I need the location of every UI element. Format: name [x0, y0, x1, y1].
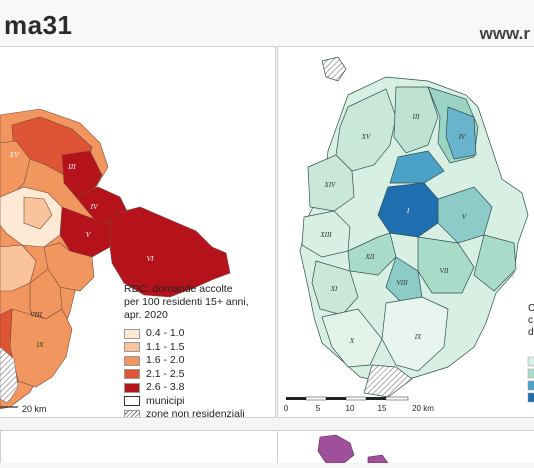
district-xiv [307, 154, 355, 212]
district-vi [473, 234, 517, 292]
district-ix [381, 296, 449, 372]
district-iv-dark [445, 106, 477, 160]
legend-swatch [124, 328, 140, 339]
right-map-panel: XV III IV XIV XIII I V VII XII XI VIII I… [277, 46, 534, 418]
purple-region [317, 434, 355, 464]
district-i [377, 182, 439, 238]
label-iii: III [412, 113, 421, 121]
brand-title: ma31 [4, 10, 73, 40]
label-iv: IV [89, 202, 98, 211]
site-url: www.r [479, 24, 530, 43]
legend-label: municipi [146, 394, 185, 407]
label-xv: XV [361, 133, 371, 141]
label-viii: VIII [30, 310, 43, 319]
label-iv: IV [458, 133, 466, 141]
label-vii: VII [440, 267, 450, 275]
legend-label: 1.1 - 1.5 [146, 340, 185, 353]
rdc-map: XV III IV V VI VIII IX [0, 108, 231, 410]
district-xv [0, 140, 31, 198]
label-xiii: XIII [319, 231, 332, 239]
legend-label: 1.6 - 2.0 [146, 354, 185, 367]
scale-tick: 10 [346, 404, 355, 413]
scale-tick: 0 [284, 404, 289, 413]
label-iii: III [67, 162, 76, 171]
label-vi: VI [146, 254, 154, 263]
legend-swatch [124, 342, 140, 353]
district-xv [335, 88, 397, 172]
legend-row: 2.1 - 2.5 [124, 367, 275, 382]
label-v: V [462, 213, 467, 221]
label-ix: IX [35, 340, 43, 349]
island-hatch [321, 56, 347, 82]
legend-row: 1.6 - 2.0 [124, 354, 275, 368]
legend-row: 2.6 - 3.8 [124, 381, 275, 395]
legend-swatch [124, 355, 140, 366]
label-i: I [406, 207, 410, 215]
scale-tick: 20 km [412, 404, 434, 413]
legend-swatch [124, 382, 140, 393]
legend-row-non-res: zone non residenziali [124, 408, 275, 418]
page-header: ma31 www.r [0, 0, 534, 46]
legend-swatch [124, 369, 140, 380]
teal-map: XV III IV XIV XIII I V VII XII XI VIII I… [284, 56, 534, 413]
label-v: V [86, 230, 92, 239]
non-residential-zone [0, 346, 19, 404]
legend-label: 0.4 - 1.0 [146, 327, 185, 340]
legend-row-municipi: municipi [124, 394, 275, 409]
bottom-right-map [317, 434, 389, 464]
legend-swatch-hatch [124, 409, 140, 417]
legend-label: 2.1 - 2.5 [146, 367, 185, 380]
label-xii: XII [365, 253, 376, 261]
legend-title-line: per 100 residenti 15+ anni, [124, 296, 249, 308]
scale-bar [286, 396, 409, 401]
legend-swatch-municipi [124, 396, 140, 407]
label-xi: XI [330, 285, 338, 293]
label-x: X [349, 337, 355, 345]
label-ix: IX [414, 333, 422, 341]
district-vi [109, 206, 231, 298]
legend-row: 0.4 - 1.0 [124, 327, 275, 341]
scale-tick: 5 [316, 404, 321, 413]
legend-fragment: d [528, 327, 534, 338]
district-ii [389, 150, 445, 184]
label-xv: XV [8, 150, 20, 159]
legend-fragment: c [528, 315, 533, 326]
legend-title-line: RDC: domande accolte [124, 283, 233, 295]
bottom-left-panel [0, 430, 278, 463]
legend-title-line: apr. 2020 [124, 309, 168, 321]
rdc-legend: RDC: domande accolte per 100 residenti 1… [124, 283, 275, 418]
legend-fragment: C [528, 303, 534, 314]
legend-label: 2.6 - 3.8 [146, 381, 185, 394]
left-map-panel: XV III IV V VI VIII IX RDC: domande acco… [0, 46, 276, 418]
legend-title: RDC: domande accolte per 100 residenti 1… [124, 283, 275, 322]
legend-row: 1.1 - 1.5 [124, 340, 275, 355]
bottom-right-panel [277, 430, 534, 464]
scale-tick: 15 [378, 404, 387, 413]
district-v [59, 206, 113, 258]
right-legend-fragment [527, 356, 534, 403]
scale-label: 20 km [22, 404, 47, 414]
label-xiv: XIV [324, 181, 337, 189]
coast-hatch [363, 364, 413, 398]
district-x [321, 308, 383, 368]
district-inner-a [23, 196, 53, 230]
legend-label: zone non residenziali [146, 408, 245, 418]
label-viii: VIII [396, 279, 408, 287]
